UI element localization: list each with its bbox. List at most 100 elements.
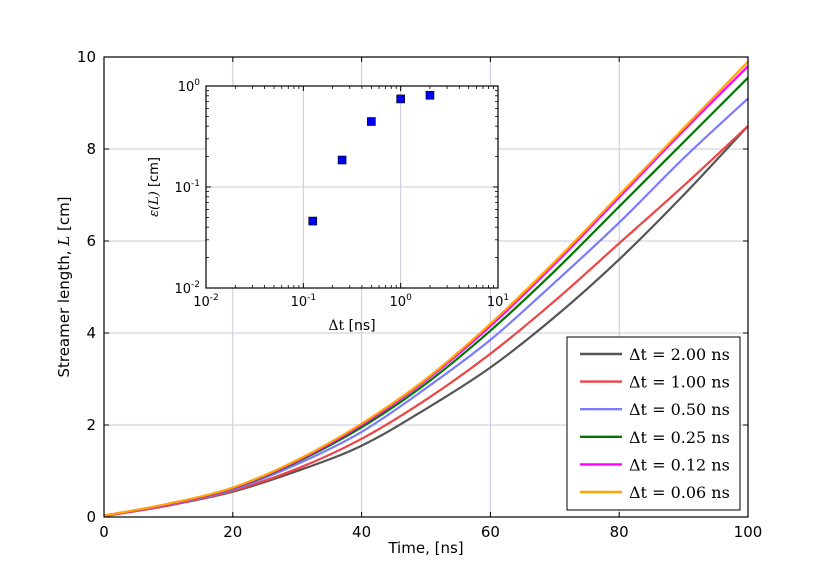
inset-data-point-2 xyxy=(367,117,376,126)
main-x-tick-label: 80 xyxy=(610,523,629,541)
main-x-tick-label: 40 xyxy=(352,523,371,541)
legend-label-symbol: Δt xyxy=(629,373,648,392)
tick-base: 10 xyxy=(487,295,504,310)
legend-label-value: 1.00 xyxy=(671,373,707,392)
legend-label-value: 0.25 xyxy=(671,428,707,447)
legend-label-unit: ns xyxy=(706,483,730,502)
legend-label-symbol: Δt xyxy=(629,455,648,474)
main-plot-frame xyxy=(103,56,749,518)
legend-label: Δt = 2.00 ns xyxy=(629,345,730,364)
legend-label-equals: = xyxy=(647,455,671,474)
inset-x-tick-label: 101 xyxy=(487,293,509,310)
inset-x-tick-label: 100 xyxy=(390,293,413,310)
tick-base: 10 xyxy=(193,295,210,310)
inset-x-tick-label: 10-2 xyxy=(193,293,219,310)
legend-label-equals: = xyxy=(647,483,671,502)
legend-label-symbol: Δt xyxy=(629,483,648,502)
tick-base: 10 xyxy=(178,80,195,95)
tick-exponent: -1 xyxy=(307,293,316,303)
tick-base: 10 xyxy=(390,295,407,310)
tick-base: 10 xyxy=(291,295,308,310)
legend-box xyxy=(566,336,741,511)
main-x-tick-label: 0 xyxy=(99,523,109,541)
legend-entry-3: Δt = 0.25 ns xyxy=(580,428,730,447)
legend-label-unit: ns xyxy=(706,373,730,392)
legend-label-equals: = xyxy=(647,345,671,364)
main-ticks xyxy=(103,56,749,518)
legend-entry-4: Δt = 0.12 ns xyxy=(580,455,730,474)
main-x-tick-label: 60 xyxy=(481,523,500,541)
legend-label-symbol: Δt xyxy=(629,345,648,364)
inset-y-tick-label: 10-2 xyxy=(174,280,200,297)
main-x-tick-label: 20 xyxy=(223,523,242,541)
main-y-tick-label: 2 xyxy=(86,416,96,434)
legend-label: Δt = 1.00 ns xyxy=(629,373,730,392)
legend-label-equals: = xyxy=(647,373,671,392)
inset-grid xyxy=(206,86,498,288)
legend-label: Δt = 0.06 ns xyxy=(629,483,730,502)
tick-exponent: 0 xyxy=(194,78,200,88)
main-y-tick-label: 8 xyxy=(86,140,96,158)
main-y-axis-label: Streamer length, L [cm] xyxy=(55,196,73,377)
inset-y-axis-label-symbol: ε(L) xyxy=(147,191,162,217)
legend-label-unit: ns xyxy=(706,428,730,447)
legend-label-value: 0.06 xyxy=(671,483,707,502)
legend-label-unit: ns xyxy=(706,400,730,419)
inset-ticks xyxy=(205,85,499,289)
inset-data-point-0 xyxy=(308,216,318,226)
inset-data-point-3 xyxy=(396,94,405,104)
legend-entry-0: Δt = 2.00 ns xyxy=(580,345,730,364)
legend-label-unit: ns xyxy=(706,455,730,474)
legend-label-value: 0.12 xyxy=(671,455,707,474)
main-y-axis-label-suffix: [cm] xyxy=(55,196,73,235)
legend-label-value: 0.50 xyxy=(671,400,707,419)
main-y-tick-label: 10 xyxy=(77,48,96,66)
tick-base: 10 xyxy=(174,181,191,196)
legend-entry-5: Δt = 0.06 ns xyxy=(580,483,730,502)
inset-data-point-4 xyxy=(425,90,435,100)
inset-y-axis-label-suffix: [cm] xyxy=(147,157,162,191)
tick-exponent: -2 xyxy=(191,280,200,290)
tick-exponent: 1 xyxy=(503,293,509,303)
tick-base: 10 xyxy=(174,282,191,297)
main-y-axis-label-symbol: L xyxy=(55,236,73,247)
main-series-lines xyxy=(103,60,749,518)
legend-label: Δt = 0.12 ns xyxy=(629,455,730,474)
legend-entry-1: Δt = 1.00 ns xyxy=(580,373,730,392)
legend-label: Δt = 0.50 ns xyxy=(629,400,730,419)
inset-x-axis-label: Δt [ns] xyxy=(328,318,375,334)
inset-x-tick-label: 10-1 xyxy=(291,293,317,310)
tick-exponent: 0 xyxy=(406,293,412,303)
inset-data-points xyxy=(308,90,435,226)
series-line-5 xyxy=(103,60,749,517)
legend-label-symbol: Δt xyxy=(629,400,648,419)
tick-exponent: -1 xyxy=(191,179,200,189)
legend-label-unit: ns xyxy=(706,345,730,364)
main-y-tick-label: 0 xyxy=(86,508,96,526)
legend-label-equals: = xyxy=(647,400,671,419)
inset-y-axis-label: ε(L) [cm] xyxy=(147,157,162,217)
main-x-tick-label: 100 xyxy=(734,523,763,541)
main-y-tick-label: 6 xyxy=(86,232,96,250)
series-line-1 xyxy=(103,125,749,518)
main-x-axis-label: Time, [ns] xyxy=(387,539,463,557)
tick-exponent: -2 xyxy=(210,293,219,303)
inset-data-point-1 xyxy=(337,155,347,165)
inset-x-axis-label-symbol: Δt xyxy=(328,318,344,334)
legend-label-equals: = xyxy=(647,428,671,447)
legend-entry-2: Δt = 0.50 ns xyxy=(580,400,730,419)
inset-y-tick-label: 10-1 xyxy=(174,179,200,196)
legend-label-symbol: Δt xyxy=(629,428,648,447)
inset-y-tick-label: 100 xyxy=(178,78,201,95)
main-y-axis-label-prefix: Streamer length, xyxy=(55,246,73,378)
main-y-tick-label: 4 xyxy=(86,324,96,342)
legend-label-value: 2.00 xyxy=(671,345,707,364)
legend-label: Δt = 0.25 ns xyxy=(629,428,730,447)
inset-x-axis-label-suffix: [ns] xyxy=(344,318,376,334)
